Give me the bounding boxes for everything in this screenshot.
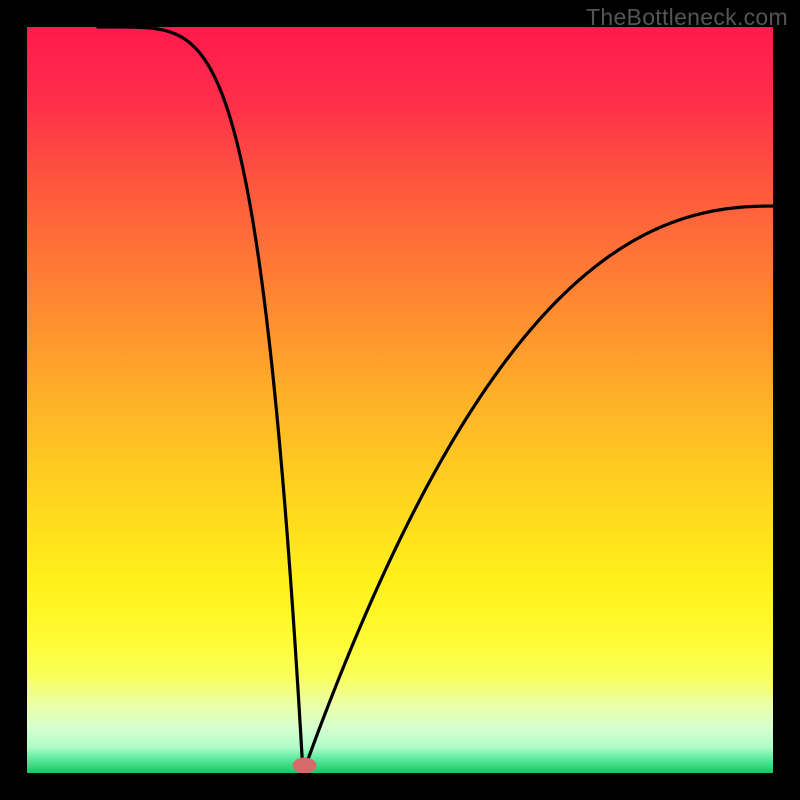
plot-area <box>27 27 773 773</box>
optimum-marker <box>293 758 317 773</box>
plot-svg <box>27 27 773 773</box>
chart-frame: TheBottleneck.com <box>0 0 800 800</box>
gradient-background <box>27 27 773 773</box>
watermark-text: TheBottleneck.com <box>586 4 788 31</box>
